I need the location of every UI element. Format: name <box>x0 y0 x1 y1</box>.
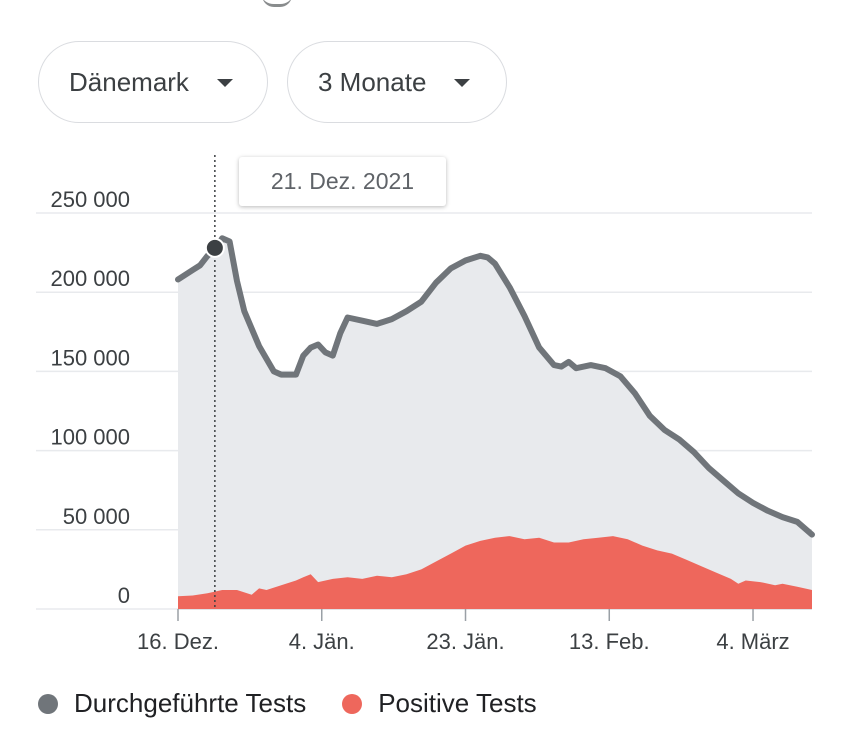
x-tick-label: 4. März <box>716 629 789 654</box>
hover-indicator <box>204 155 225 609</box>
country-dropdown-label: Dänemark <box>69 66 189 97</box>
y-tick-label: 50 000 <box>63 504 130 529</box>
legend-item-tests[interactable]: Durchgeführte Tests <box>38 688 306 719</box>
legend-dot-icon <box>342 693 363 714</box>
legend: Durchgeführte Tests Positive Tests <box>38 688 573 719</box>
legend-dot-icon <box>38 693 58 714</box>
caret-down-icon <box>454 79 471 87</box>
y-axis: 250 000 200 000 150 000 100 000 50 000 0 <box>50 187 130 608</box>
x-axis: 16. Dez. 4. Jän. 23. Jän. 13. Feb. 4. März <box>137 609 790 654</box>
positive-area <box>178 536 812 609</box>
positive-series-layer <box>178 536 812 609</box>
legend-label: Positive Tests <box>378 688 537 718</box>
y-tick-label: 0 <box>118 583 130 608</box>
time-range-dropdown[interactable]: 3 Monate <box>287 41 507 123</box>
date-tooltip: 21. Dez. 2021 <box>239 157 446 206</box>
x-tick-label: 13. Feb. <box>569 629 650 654</box>
time-range-dropdown-label: 3 Monate <box>318 66 427 97</box>
x-tick-label: 23. Jän. <box>426 629 504 654</box>
x-tick-label: 16. Dez. <box>137 629 219 654</box>
caret-down-icon <box>216 79 233 87</box>
x-tick-label: 4. Jän. <box>289 629 355 654</box>
legend-label: Durchgeführte Tests <box>74 688 307 718</box>
tests-line <box>175 235 815 538</box>
tooltip-date: 21. Dez. 2021 <box>270 168 415 194</box>
country-dropdown[interactable]: Dänemark <box>38 41 268 123</box>
y-tick-label: 100 000 <box>50 425 130 450</box>
y-tick-label: 150 000 <box>50 345 130 370</box>
hover-point <box>204 237 225 258</box>
y-tick-label: 250 000 <box>50 187 130 212</box>
tests-area <box>178 238 812 610</box>
legend-item-positive[interactable]: Positive Tests <box>342 688 537 719</box>
tests-chart[interactable]: 250 000 200 000 150 000 100 000 50 000 0 16. … <box>0 140 848 660</box>
tests-series-layer <box>175 235 815 610</box>
y-tick-label: 200 000 <box>50 266 130 291</box>
cropped-heading-fragment <box>262 0 292 7</box>
